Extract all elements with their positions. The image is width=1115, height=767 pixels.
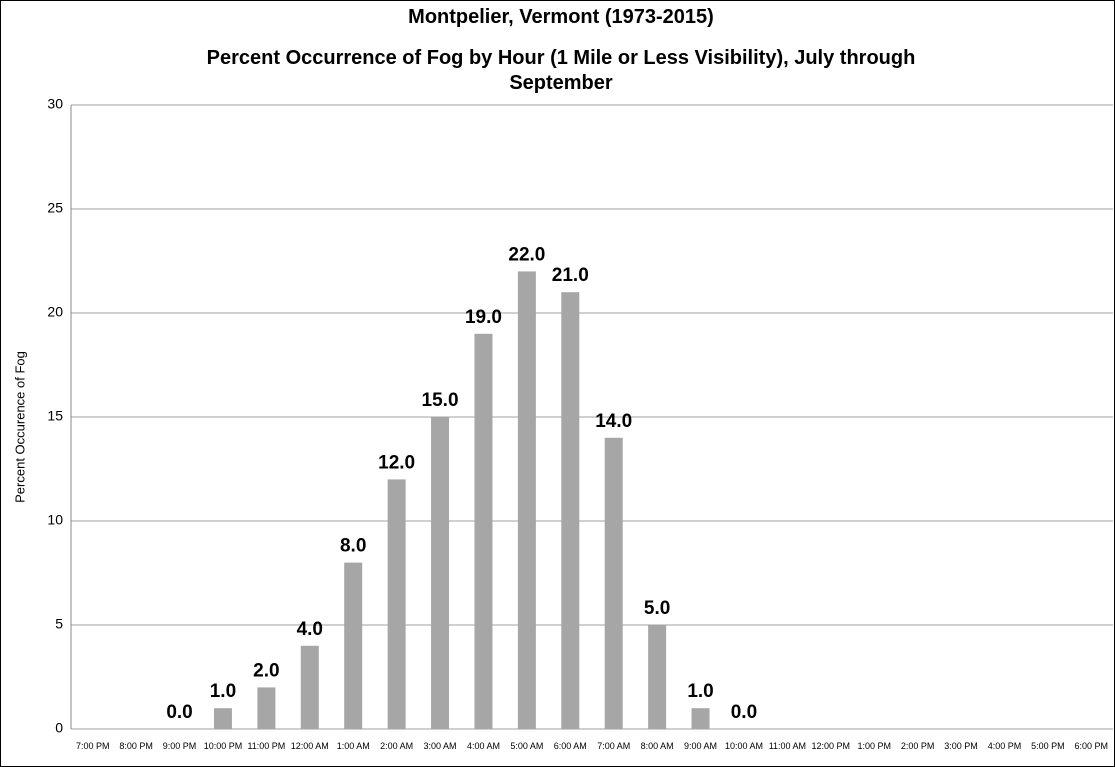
bar xyxy=(213,708,232,729)
data-label: 21.0 xyxy=(552,265,589,286)
data-label: 1.0 xyxy=(210,681,236,702)
x-tick-label: 2:00 PM xyxy=(900,741,935,751)
data-label: 22.0 xyxy=(508,244,545,265)
x-tick-label: 10:00 AM xyxy=(724,741,763,751)
y-tick-label: 0 xyxy=(55,720,63,736)
bar xyxy=(387,479,406,729)
data-label: 14.0 xyxy=(595,411,632,432)
data-label: 5.0 xyxy=(644,598,670,619)
y-tick-label: 10 xyxy=(47,512,63,528)
x-tick-label: 3:00 AM xyxy=(423,741,457,751)
x-tick-label: 11:00 AM xyxy=(768,741,807,751)
bar xyxy=(344,562,363,729)
y-tick-label: 5 xyxy=(55,616,63,632)
y-tick-label: 15 xyxy=(47,408,63,424)
bar xyxy=(257,687,276,729)
bar xyxy=(300,645,319,729)
x-tick-label: 6:00 AM xyxy=(553,741,587,751)
chart-subtitle: Percent Occurrence of Fog by Hour (1 Mil… xyxy=(206,47,916,94)
x-tick-label: 6:00 PM xyxy=(1074,741,1109,751)
data-label: 4.0 xyxy=(297,619,323,640)
y-axis-label: Percent Occurence of Fog xyxy=(12,351,27,503)
bar xyxy=(431,417,450,729)
bar xyxy=(474,333,493,729)
y-tick-label: 30 xyxy=(47,96,63,112)
x-tick-label: 7:00 PM xyxy=(75,741,110,751)
data-label: 12.0 xyxy=(378,452,415,473)
x-tick-label: 2:00 AM xyxy=(380,741,414,751)
x-tick-label: 8:00 AM xyxy=(640,741,674,751)
x-tick-label: 4:00 PM xyxy=(987,741,1022,751)
bar xyxy=(648,625,667,729)
data-label: 0.0 xyxy=(731,702,757,723)
bar xyxy=(517,271,536,729)
x-tick-label: 9:00 PM xyxy=(162,741,197,751)
x-tick-label: 5:00 PM xyxy=(1031,741,1065,751)
data-label: 8.0 xyxy=(340,536,366,557)
data-label: 1.0 xyxy=(687,681,713,702)
bar xyxy=(691,708,710,729)
x-tick-label: 1:00 AM xyxy=(336,741,370,751)
x-tick-label: 7:00 AM xyxy=(597,741,631,751)
x-tick-label: 12:00 AM xyxy=(290,741,329,751)
chart-title: Montpelier, Vermont (1973-2015) xyxy=(408,6,714,28)
data-label: 0.0 xyxy=(166,702,192,723)
data-label: 15.0 xyxy=(422,390,459,411)
y-tick-label: 20 xyxy=(47,304,63,320)
x-tick-label: 11:00 PM xyxy=(247,741,286,751)
x-tick-label: 5:00 AM xyxy=(510,741,544,751)
y-tick-label: 25 xyxy=(47,200,63,216)
x-tick-label: 10:00 PM xyxy=(203,741,243,751)
x-tick-label: 4:00 AM xyxy=(466,741,500,751)
x-tick-label: 8:00 PM xyxy=(119,741,153,751)
x-tick-label: 12:00 PM xyxy=(811,741,851,751)
data-label: 19.0 xyxy=(465,307,502,328)
x-tick-label: 9:00 AM xyxy=(684,741,718,751)
x-tick-label: 1:00 PM xyxy=(857,741,891,751)
x-tick-label: 3:00 PM xyxy=(944,741,978,751)
bar xyxy=(561,292,580,729)
data-label: 2.0 xyxy=(253,660,279,681)
bar xyxy=(604,437,623,729)
